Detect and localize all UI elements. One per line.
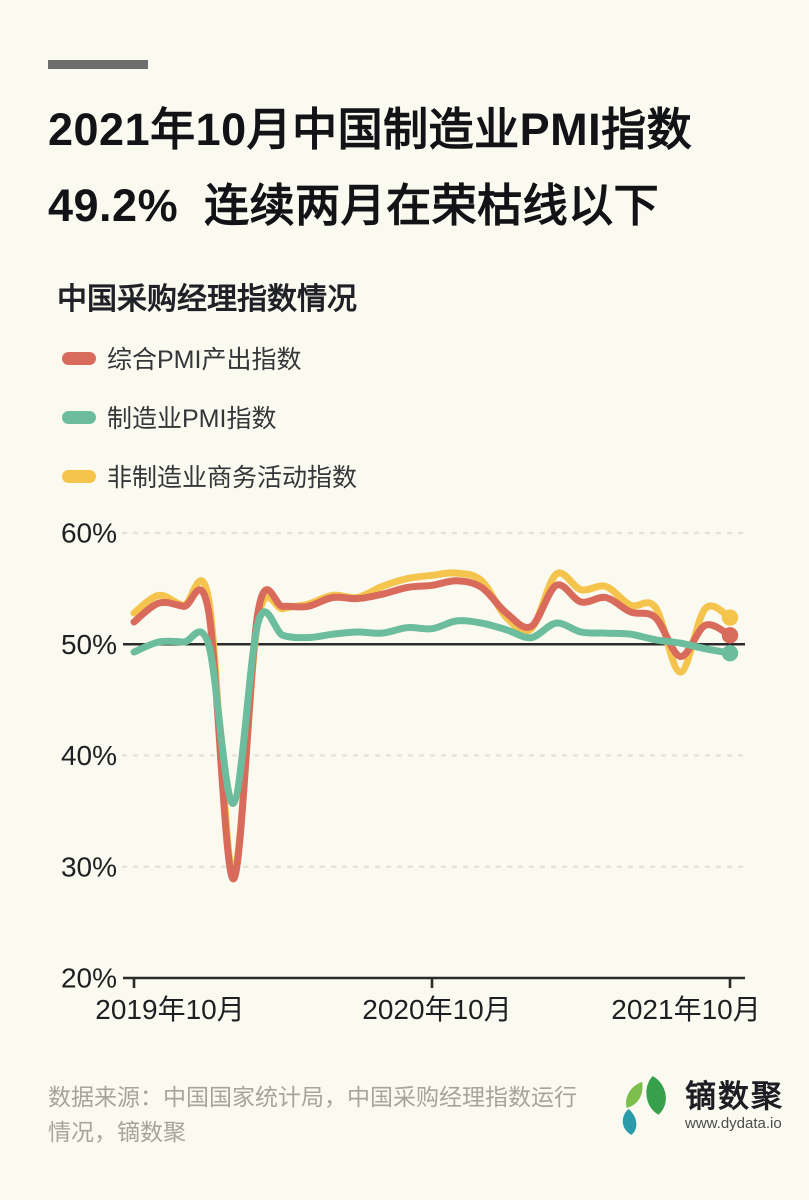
y-axis-label: 30% — [61, 851, 117, 882]
legend-item-label: 非制造业商务活动指数 — [107, 464, 358, 492]
leaf-logo-icon — [622, 1076, 666, 1135]
y-axis-label: 20% — [61, 963, 117, 994]
y-axis-label: 50% — [61, 629, 117, 660]
series-end-dot-2 — [721, 609, 739, 626]
x-axis-label: 2020年10月 — [362, 994, 511, 1025]
pmi-line-chart: 20% 30% 40% 50% 60% 2019年10月 2020年10月 2021年10月 — [61, 518, 761, 1026]
data-source: 数据来源：中国国家统计局，中国采购经理指数运行情况，镝数聚 — [48, 1084, 577, 1145]
legend-swatch — [62, 469, 96, 483]
brand-website: www.dydata.io — [685, 1115, 782, 1132]
brand-logo: 镝数聚 www.dydata.io — [618, 1074, 784, 1138]
legend-item: 非制造业商务活动指数 — [62, 462, 357, 492]
x-axis-label: 2021年10月 — [611, 994, 760, 1025]
legend-item-label: 制造业PMI指数 — [107, 405, 277, 433]
series-line-0 — [130, 577, 734, 883]
y-axis-label: 60% — [61, 518, 117, 549]
legend-item-label: 综合PMI产出指数 — [107, 346, 302, 374]
series-line-1 — [130, 608, 734, 807]
legend-item: 制造业PMI指数 — [62, 403, 357, 433]
accent-bar — [48, 60, 148, 69]
series-end-dot-1 — [721, 644, 739, 662]
legend-swatch — [62, 410, 96, 424]
legend-item: 综合PMI产出指数 — [62, 344, 357, 374]
page-title: 2021年10月中国制造业PMI指数 49.2% 连续两月在荣枯线以下 — [48, 92, 692, 244]
series-end-dot-0 — [721, 627, 739, 644]
title-line-1: 2021年10月中国制造业PMI指数 — [48, 104, 693, 155]
legend: 综合PMI产出指数 制造业PMI指数非制造业商务活动指数 — [62, 344, 357, 521]
y-axis-label: 40% — [61, 740, 117, 771]
legend-swatch — [62, 351, 96, 365]
chart-title: 中国采购经理指数情况 — [57, 283, 357, 316]
brand-name: 镝数聚 — [685, 1079, 784, 1114]
brand-text-block: 镝数聚 www.dydata.io — [685, 1079, 784, 1133]
x-axis-label: 2019年10月 — [95, 994, 244, 1025]
title-line-2: 49.2% 连续两月在荣枯线以下 — [48, 180, 660, 231]
